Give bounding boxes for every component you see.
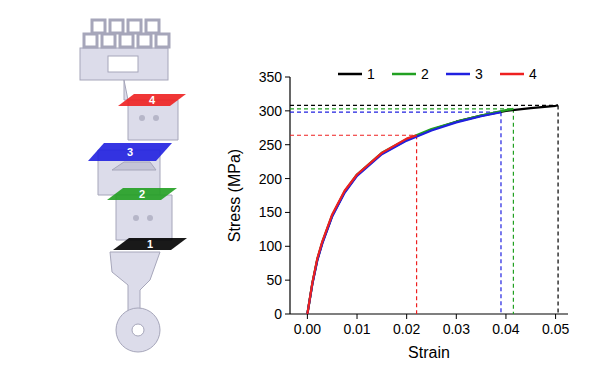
x-tick: [555, 314, 556, 319]
hook-disc: [116, 308, 160, 352]
lattice-cell: [120, 34, 133, 47]
y-tick: [285, 110, 290, 111]
x-tick: [456, 314, 457, 319]
y-tick-label: 300: [259, 103, 283, 119]
legend-label: 2: [421, 66, 429, 82]
guide-line: [290, 108, 513, 109]
y-tick-label: 350: [259, 69, 283, 85]
y-tick: [285, 178, 290, 179]
x-tick-label: 0.04: [492, 321, 519, 337]
y-tick-label: 150: [259, 204, 283, 220]
y-tick: [285, 144, 290, 145]
plate-label: 4: [149, 94, 156, 106]
lattice-cell: [92, 20, 105, 33]
legend-swatch: [338, 73, 362, 76]
x-tick-label: 0.00: [294, 321, 321, 337]
plate: [88, 143, 172, 161]
y-tick-label: 0: [274, 306, 282, 322]
lattice-cell: [102, 34, 115, 47]
lattice-cell: [146, 20, 159, 33]
guide-line: [513, 109, 514, 314]
series-line: [307, 112, 501, 314]
series-line: [307, 105, 558, 314]
lattice-cell: [138, 34, 151, 47]
pin: [139, 115, 145, 121]
pin: [153, 115, 159, 121]
strip: [124, 80, 178, 140]
legend-swatch: [392, 73, 416, 76]
series-line: [307, 135, 416, 314]
guide-line: [290, 135, 417, 136]
y-axis-title: Stress (MPa): [226, 149, 243, 242]
lattice-cell: [84, 34, 97, 47]
legend-swatch: [446, 73, 470, 76]
y-tick: [285, 212, 290, 213]
x-tick-label: 0.01: [343, 321, 370, 337]
legend-label: 4: [529, 66, 537, 82]
y-tick: [285, 280, 290, 281]
x-axis: [290, 313, 568, 314]
series-line: [307, 109, 513, 314]
x-tick: [307, 314, 308, 319]
y-tick: [285, 314, 290, 315]
specimen-illustration: 1 2 3 4: [80, 20, 187, 352]
guide-line: [290, 105, 558, 106]
guide-line: [416, 135, 417, 314]
guide-line: [500, 112, 501, 314]
y-tick-label: 100: [259, 238, 283, 254]
guide-line: [557, 105, 558, 314]
lattice-cell: [156, 34, 169, 47]
plate-label: 3: [127, 146, 133, 158]
guide-line: [290, 112, 501, 113]
pin: [147, 215, 153, 221]
plate-label: 2: [139, 188, 145, 200]
strip: [116, 195, 172, 240]
plate: [113, 238, 187, 250]
y-tick: [285, 246, 290, 247]
slot: [112, 162, 156, 170]
plate: [118, 94, 186, 106]
x-axis-title: Strain: [408, 344, 450, 361]
plate-label: 1: [147, 238, 153, 250]
lattice-base: [80, 48, 168, 80]
hook-hole: [132, 324, 144, 336]
x-tick: [505, 314, 506, 319]
x-tick: [357, 314, 358, 319]
x-tick: [406, 314, 407, 319]
lattice-cell: [128, 20, 141, 33]
plot-area: [290, 105, 558, 314]
y-tick-label: 250: [259, 137, 283, 153]
figure: 1 2 3 4 0.00 0.01 0.02 0.03 0.04 0.05 0 50 100 150 200…: [0, 0, 614, 384]
y-tick: [285, 77, 290, 78]
legend-label: 3: [475, 66, 483, 82]
lattice-window: [108, 56, 138, 72]
y-tick-label: 200: [259, 171, 283, 187]
plate: [107, 188, 177, 200]
legend: 1 2 3 4: [338, 66, 537, 82]
x-tick-label: 0.02: [393, 321, 420, 337]
x-tick-label: 0.05: [542, 321, 569, 337]
legend-swatch: [500, 73, 524, 76]
pin: [133, 215, 139, 221]
x-tick-label: 0.03: [443, 321, 470, 337]
y-tick-label: 50: [266, 272, 282, 288]
lattice-cell: [110, 20, 123, 33]
legend-label: 1: [367, 66, 375, 82]
